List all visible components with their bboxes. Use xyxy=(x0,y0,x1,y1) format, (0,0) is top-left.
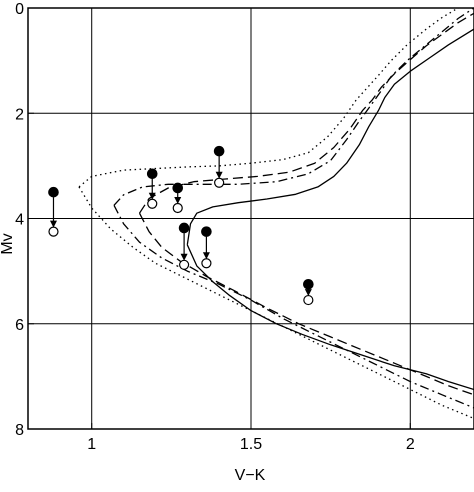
axis-ticks: 1 1.5 2 0 2 4 6 8 xyxy=(15,1,415,453)
y-tick-label: 0 xyxy=(15,1,24,18)
open-star-point xyxy=(303,294,314,306)
arrow-head xyxy=(174,196,182,204)
arrow-head xyxy=(148,192,156,200)
y-tick-label: 8 xyxy=(15,422,24,439)
isochrone-curves xyxy=(78,8,474,420)
filled-star-point xyxy=(213,145,225,157)
filled-star-point xyxy=(201,226,212,237)
isochrone-dashed-line xyxy=(138,212,474,396)
star-pairs xyxy=(48,145,314,306)
filled-star-point xyxy=(303,278,314,290)
grid-lines xyxy=(28,8,474,429)
y-tick-label: 4 xyxy=(15,212,24,229)
arrow-head xyxy=(202,252,210,260)
y-tick-label: 2 xyxy=(15,106,24,123)
open-star-point xyxy=(179,259,190,270)
isochrone-solid-line xyxy=(186,28,474,245)
y-tick-label: 6 xyxy=(15,317,24,334)
arrow-head xyxy=(304,289,312,297)
arrow-head xyxy=(215,171,223,179)
filled-star-point xyxy=(146,168,158,180)
isochrone-dotted-line xyxy=(78,186,474,420)
isochrone-dotted-line xyxy=(78,8,461,188)
arrow-head xyxy=(49,220,57,228)
open-star-point xyxy=(172,202,183,214)
arrow-head xyxy=(180,253,188,261)
isochrone-solid-line xyxy=(186,244,474,391)
isochrone-dashdot-line xyxy=(113,205,474,409)
open-star-point xyxy=(201,258,212,269)
filled-star-point xyxy=(48,186,59,198)
filled-star-point xyxy=(178,222,190,234)
isochrone-dashdot-line xyxy=(113,8,474,206)
y-axis-label: Mv xyxy=(0,233,16,254)
open-star-point xyxy=(147,198,158,209)
open-star-point xyxy=(48,226,59,237)
x-tick-label: 2 xyxy=(406,436,415,453)
x-axis-label: V−K xyxy=(235,467,266,484)
filled-star-point xyxy=(172,182,184,194)
x-tick-label: 1 xyxy=(87,436,96,453)
isochrone-dashed-line xyxy=(138,12,474,214)
x-tick-label: 1.5 xyxy=(240,436,262,453)
open-star-point xyxy=(214,177,225,188)
